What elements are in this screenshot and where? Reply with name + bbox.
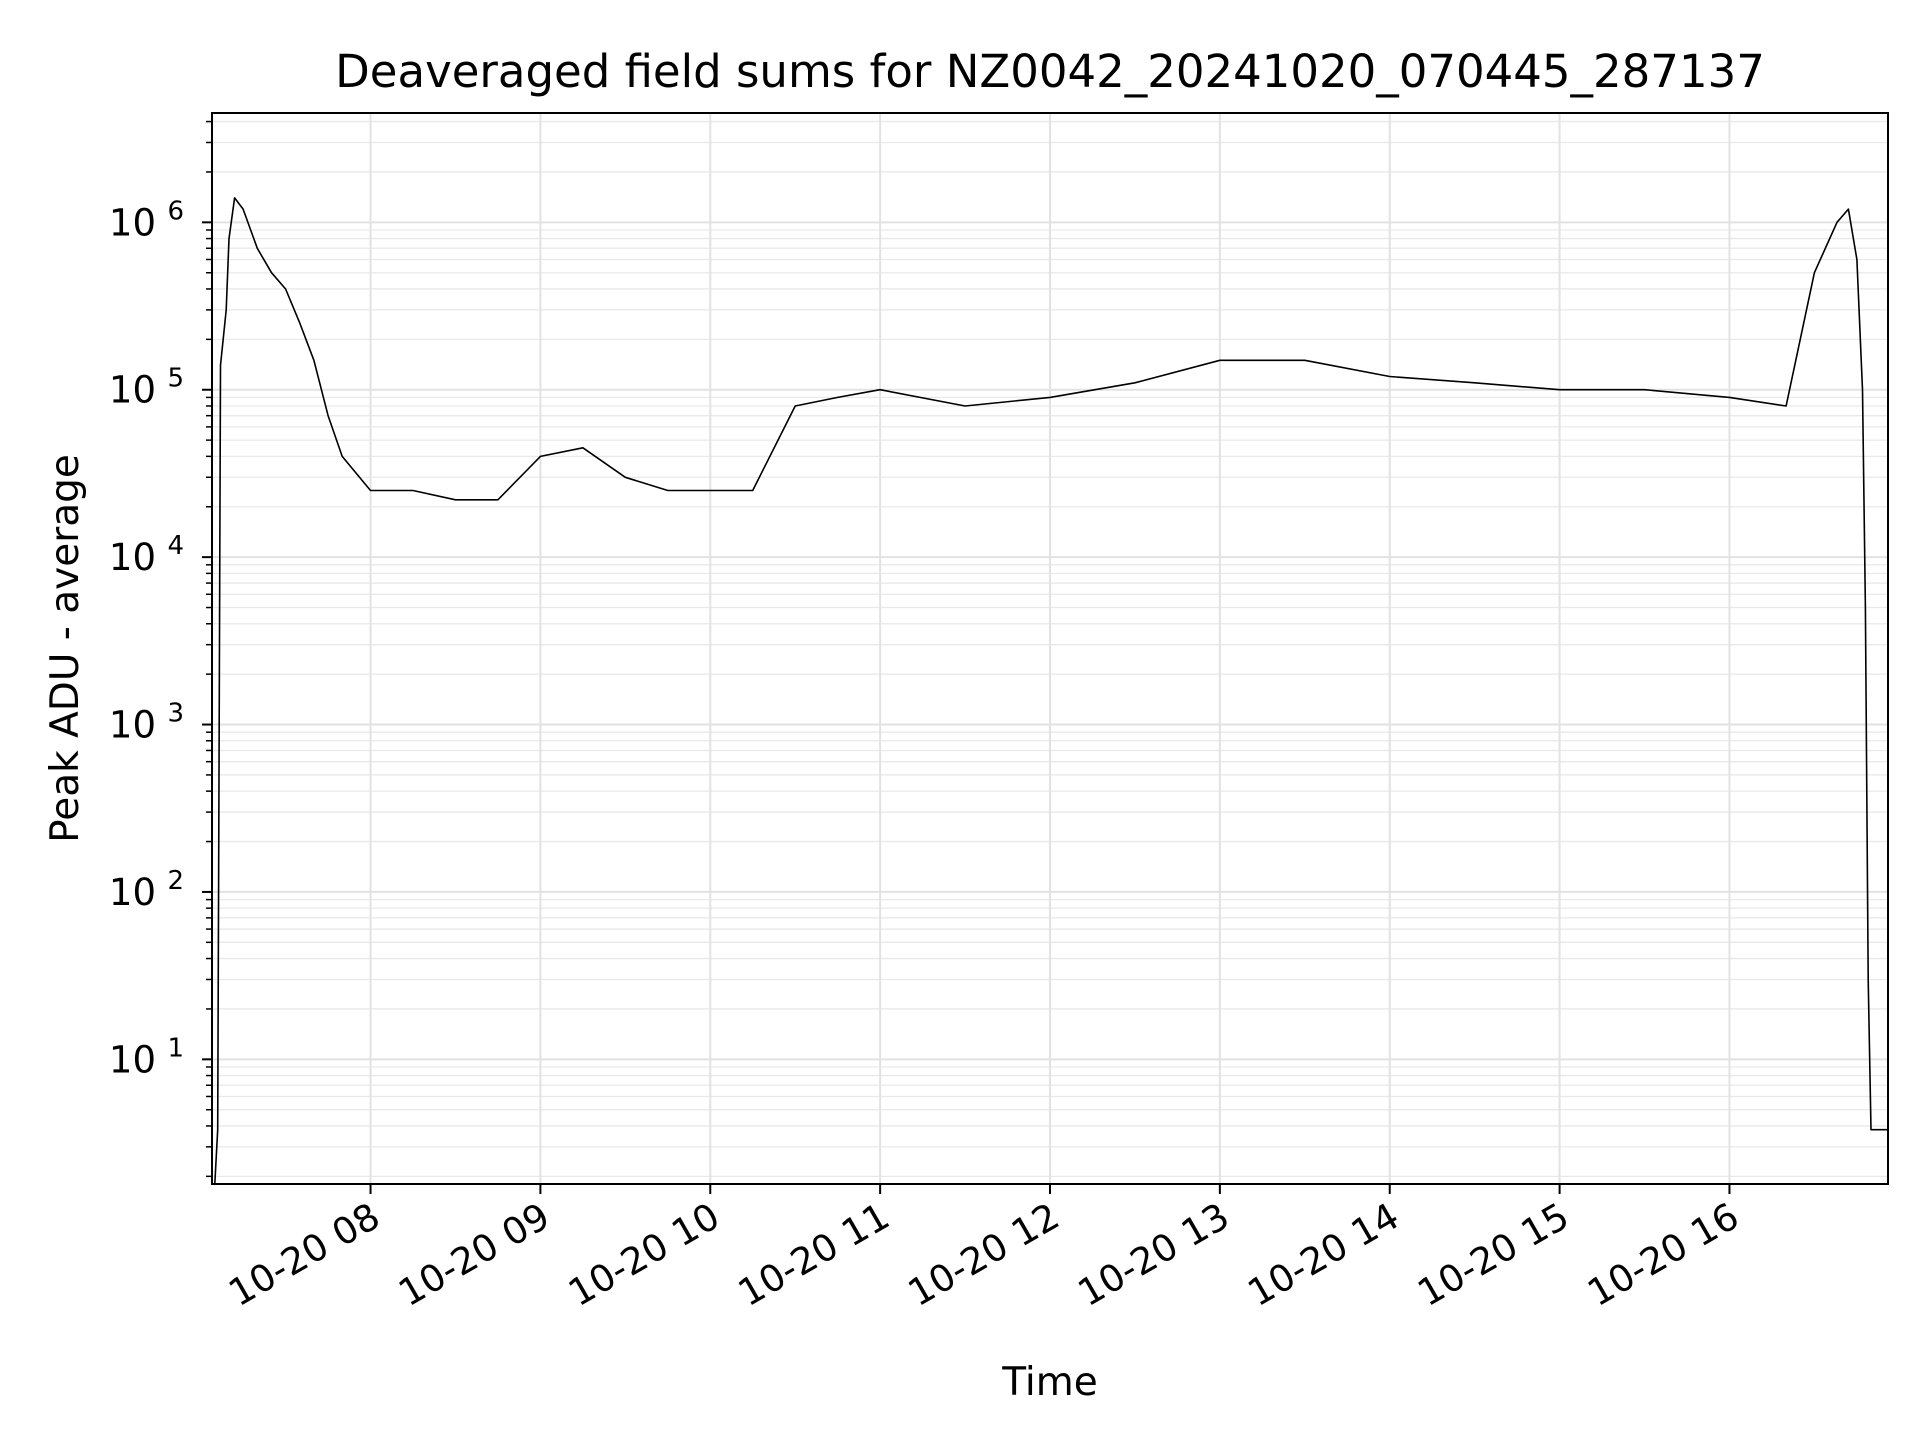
y-tick-label-exponent: 1 bbox=[167, 1033, 184, 1063]
y-tick-label: 10 6 bbox=[109, 196, 184, 244]
y-tick-label-exponent: 6 bbox=[167, 196, 184, 226]
y-tick-label: 10 4 bbox=[109, 531, 184, 579]
y-tick-label: 10 2 bbox=[109, 866, 184, 914]
y-tick-label-exponent: 4 bbox=[167, 531, 184, 561]
x-axis-label: Time bbox=[1001, 1360, 1097, 1405]
y-tick-label: 10 1 bbox=[109, 1033, 184, 1081]
x-tick-label: 10-20 11 bbox=[731, 1195, 897, 1315]
chart-title: Deaveraged field sums for NZ0042_2024102… bbox=[335, 45, 1765, 98]
y-tick-label: 10 5 bbox=[109, 364, 184, 412]
series-line bbox=[214, 197, 1888, 1185]
y-tick-label-exponent: 5 bbox=[167, 364, 184, 394]
data-layer bbox=[214, 197, 1888, 1185]
x-tick-label: 10-20 09 bbox=[391, 1195, 557, 1315]
y-tick-label-exponent: 3 bbox=[167, 699, 184, 729]
x-tick-label: 10-20 15 bbox=[1411, 1195, 1577, 1315]
y-axis-label: Peak ADU - average bbox=[43, 454, 88, 843]
x-tick-label: 10-20 13 bbox=[1071, 1195, 1237, 1315]
x-tick-label: 10-20 08 bbox=[221, 1195, 387, 1315]
x-tick-label: 10-20 16 bbox=[1580, 1195, 1746, 1315]
grid-layer bbox=[212, 113, 1888, 1184]
x-tick-label: 10-20 14 bbox=[1241, 1195, 1407, 1315]
x-tick-label: 10-20 12 bbox=[901, 1195, 1067, 1315]
y-tick-label-exponent: 2 bbox=[167, 866, 184, 896]
x-tick-label: 10-20 10 bbox=[561, 1195, 727, 1315]
y-tick-label: 10 3 bbox=[109, 699, 184, 747]
